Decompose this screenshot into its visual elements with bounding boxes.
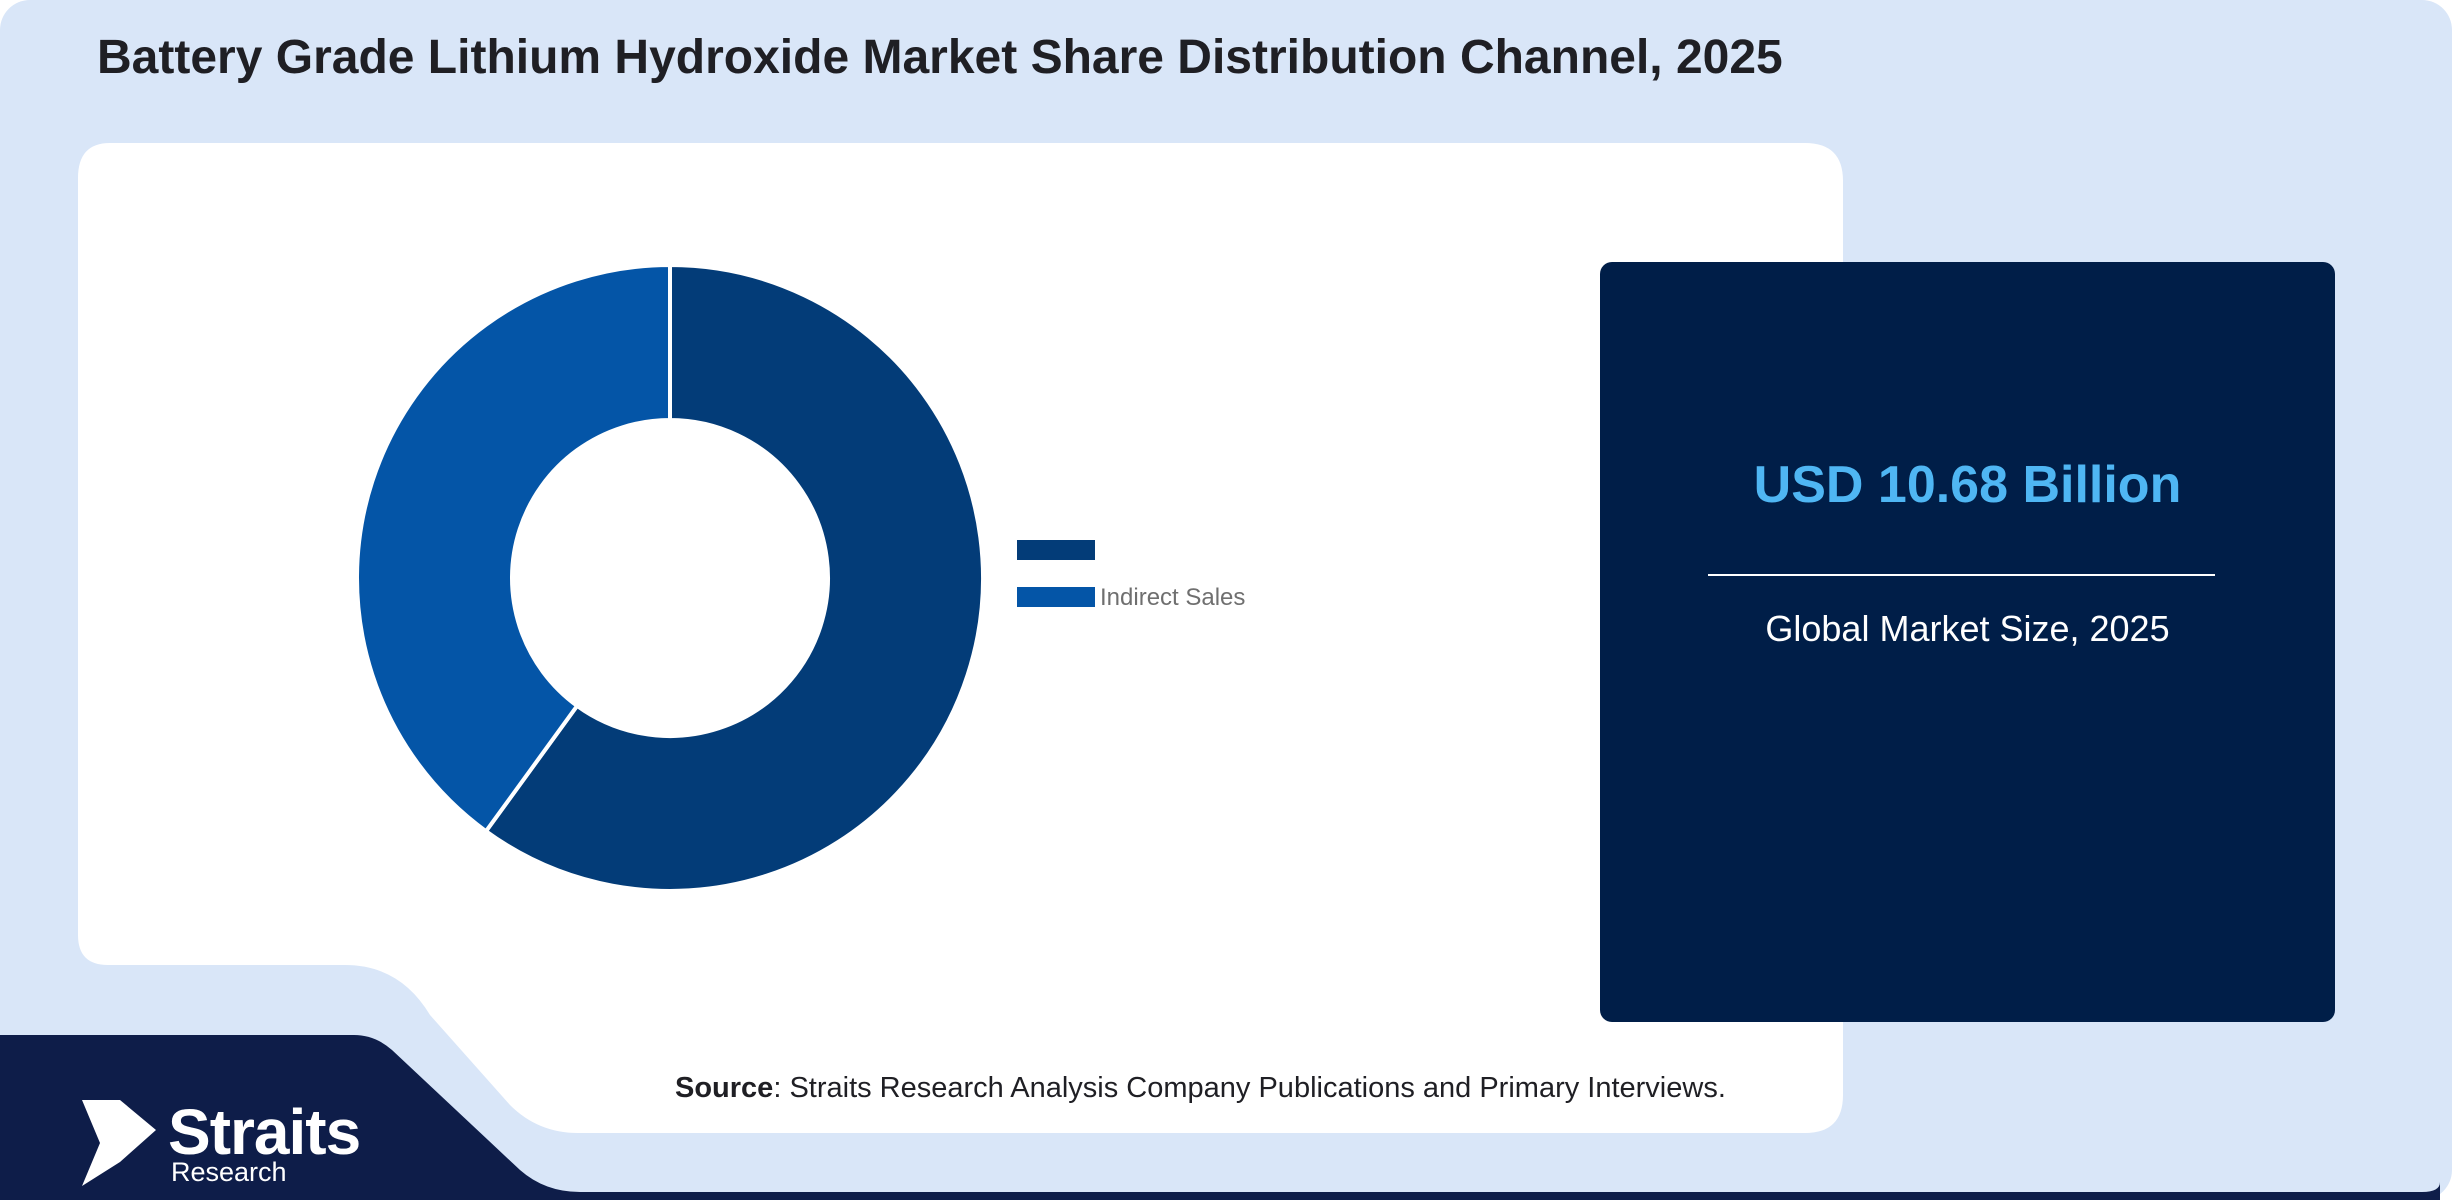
source-text: : Straits Research Analysis Company Publ… [773, 1072, 1726, 1104]
donut-slice-1 [483, 262, 985, 893]
donut-slice-2 [355, 262, 672, 835]
page-title: Battery Grade Lithium Hydroxide Market S… [97, 31, 1783, 84]
brand-subtitle: Research [171, 1157, 287, 1187]
footer-band [0, 1035, 2440, 1200]
market-size-value: USD 10.68 Billion [1753, 456, 2182, 514]
legend-label-2: Indirect Sales [1100, 584, 1245, 611]
brand-logo-mark [82, 1100, 156, 1186]
legend-swatch-2 [1017, 587, 1095, 607]
donut-slices [355, 262, 985, 893]
market-size-label: Global Market Size, 2025 [1765, 608, 2170, 649]
source-note: Source: Straits Research Analysis Compan… [675, 1072, 1726, 1105]
brand-name: Straits [168, 1096, 361, 1168]
kpi-box [1600, 262, 2335, 1022]
source-label: Source [675, 1072, 774, 1104]
chart-legend: Indirect Sales [1017, 540, 1245, 611]
legend-swatch-1 [1017, 540, 1095, 560]
